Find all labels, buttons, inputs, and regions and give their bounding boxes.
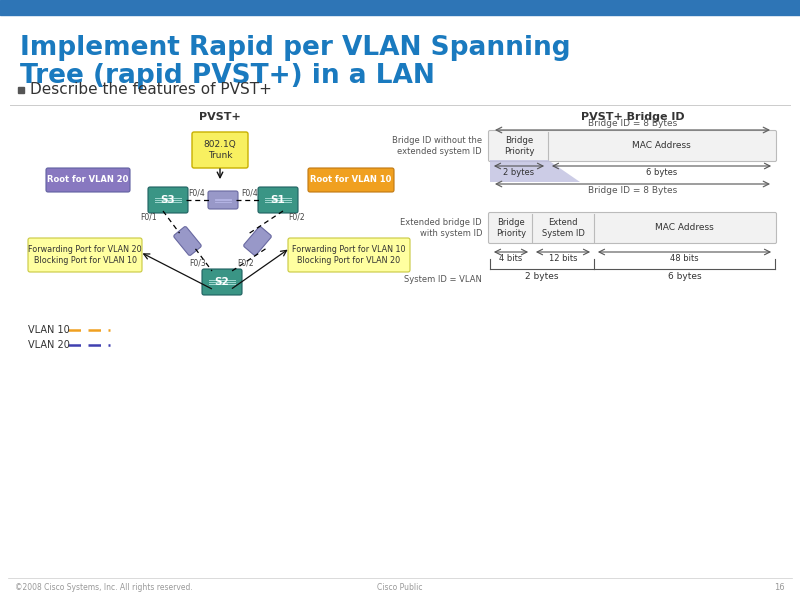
Text: 12 bits: 12 bits (549, 254, 578, 263)
FancyBboxPatch shape (28, 238, 142, 272)
FancyBboxPatch shape (489, 212, 777, 244)
Text: Tree (rapid PVST+) in a LAN: Tree (rapid PVST+) in a LAN (20, 63, 435, 89)
FancyBboxPatch shape (308, 168, 394, 192)
Text: Bridge ID = 8 Bytes: Bridge ID = 8 Bytes (588, 119, 677, 128)
Text: S2: S2 (214, 277, 230, 287)
Text: Root for VLAN 20: Root for VLAN 20 (47, 175, 129, 185)
Text: 16: 16 (774, 583, 785, 593)
FancyBboxPatch shape (208, 191, 238, 209)
Text: 2 bytes: 2 bytes (526, 272, 558, 281)
Text: Bridge ID without the
extended system ID: Bridge ID without the extended system ID (392, 136, 482, 155)
Text: MAC Address: MAC Address (655, 223, 714, 232)
Text: F0/4: F0/4 (242, 188, 258, 197)
Text: 802.1Q
Trunk: 802.1Q Trunk (204, 140, 236, 160)
Text: PVST+ Bridge ID: PVST+ Bridge ID (581, 112, 684, 122)
Text: VLAN 10: VLAN 10 (28, 325, 70, 335)
Text: F0/4: F0/4 (188, 188, 205, 197)
Text: System ID = VLAN: System ID = VLAN (404, 275, 482, 283)
Text: Bridge
Priority: Bridge Priority (504, 136, 534, 155)
Text: 48 bits: 48 bits (670, 254, 699, 263)
Text: F0/1: F0/1 (141, 212, 158, 221)
Text: 2 bytes: 2 bytes (503, 168, 534, 177)
Text: PVST+: PVST+ (199, 112, 241, 122)
Text: F0/3: F0/3 (190, 258, 206, 267)
Text: 6 bytes: 6 bytes (646, 168, 677, 177)
Text: Forwarding Port for VLAN 10
Blocking Port for VLAN 20: Forwarding Port for VLAN 10 Blocking Por… (292, 245, 406, 265)
Text: 4 bits: 4 bits (499, 254, 522, 263)
Text: Implement Rapid per VLAN Spanning: Implement Rapid per VLAN Spanning (20, 35, 570, 61)
FancyBboxPatch shape (288, 238, 410, 272)
Text: F0/2: F0/2 (289, 212, 306, 221)
Text: ©2008 Cisco Systems, Inc. All rights reserved.: ©2008 Cisco Systems, Inc. All rights res… (15, 583, 193, 593)
Text: VLAN 20: VLAN 20 (28, 340, 70, 350)
Bar (18, 87, 24, 93)
Text: Bridge ID = 8 Bytes: Bridge ID = 8 Bytes (588, 186, 677, 195)
Bar (0, 0, 800, 15)
Text: 6 bytes: 6 bytes (668, 272, 702, 281)
Text: Describe the features of PVST+: Describe the features of PVST+ (30, 82, 272, 97)
FancyBboxPatch shape (174, 227, 202, 256)
Polygon shape (490, 160, 580, 182)
FancyBboxPatch shape (202, 269, 242, 295)
FancyBboxPatch shape (46, 168, 130, 192)
Text: Bridge
Priority: Bridge Priority (496, 218, 526, 238)
Text: Forwarding Port for VLAN 20
Blocking Port for VLAN 10: Forwarding Port for VLAN 20 Blocking Por… (28, 245, 142, 265)
Text: Extended bridge ID
with system ID: Extended bridge ID with system ID (400, 218, 482, 238)
Text: Root for VLAN 10: Root for VLAN 10 (310, 175, 392, 185)
Text: MAC Address: MAC Address (632, 142, 691, 151)
Text: S3: S3 (161, 195, 175, 205)
FancyBboxPatch shape (192, 132, 248, 168)
Text: F0/2: F0/2 (238, 258, 254, 267)
FancyBboxPatch shape (489, 130, 777, 161)
Text: Cisco Public: Cisco Public (378, 583, 422, 593)
FancyBboxPatch shape (258, 187, 298, 213)
FancyBboxPatch shape (244, 227, 271, 256)
Text: Extend
System ID: Extend System ID (542, 218, 585, 238)
FancyBboxPatch shape (148, 187, 188, 213)
Text: S1: S1 (270, 195, 286, 205)
